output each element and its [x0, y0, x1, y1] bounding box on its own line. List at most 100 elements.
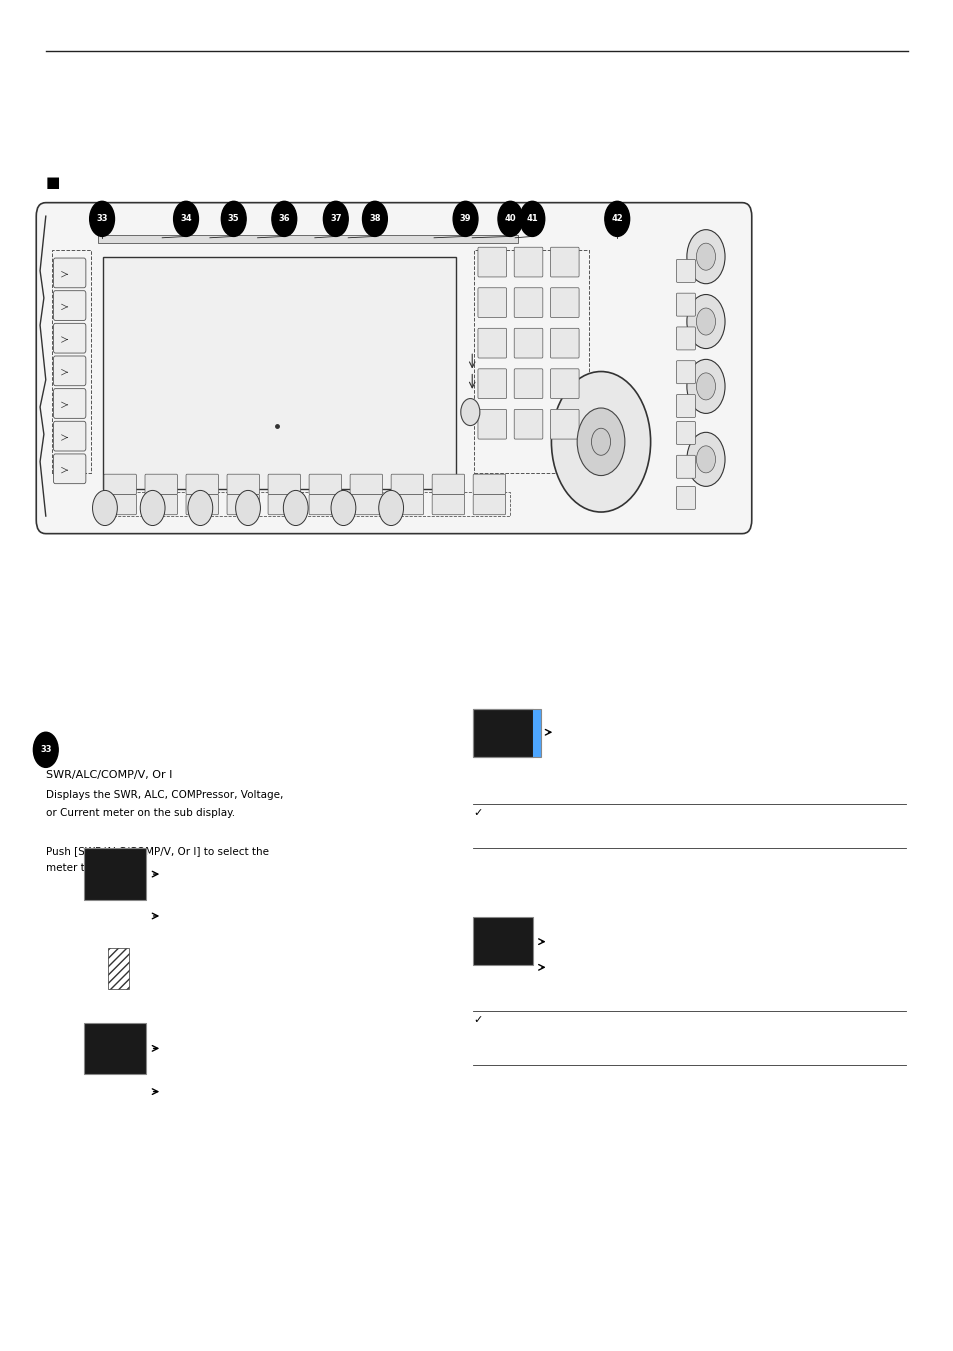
- Text: ■: ■: [46, 174, 60, 190]
- Circle shape: [696, 243, 715, 270]
- Text: or Current meter on the sub display.: or Current meter on the sub display.: [46, 808, 234, 817]
- Bar: [52, 250, 91, 473]
- Circle shape: [686, 295, 724, 349]
- Text: 40: 40: [504, 215, 516, 223]
- Circle shape: [173, 201, 198, 236]
- FancyBboxPatch shape: [309, 494, 341, 515]
- Text: 41: 41: [526, 215, 537, 223]
- FancyBboxPatch shape: [53, 290, 86, 320]
- Circle shape: [591, 428, 610, 455]
- Text: 35: 35: [228, 215, 239, 223]
- Text: ✓: ✓: [473, 808, 482, 817]
- Bar: [473, 709, 540, 757]
- Text: 34: 34: [180, 215, 192, 223]
- FancyBboxPatch shape: [676, 486, 695, 509]
- FancyBboxPatch shape: [676, 327, 695, 350]
- FancyBboxPatch shape: [268, 474, 300, 494]
- FancyBboxPatch shape: [473, 474, 505, 494]
- FancyBboxPatch shape: [550, 369, 578, 399]
- Text: ✓: ✓: [473, 1015, 482, 1024]
- FancyBboxPatch shape: [514, 409, 542, 439]
- Circle shape: [460, 399, 479, 426]
- Circle shape: [519, 201, 544, 236]
- FancyBboxPatch shape: [477, 369, 506, 399]
- FancyBboxPatch shape: [473, 494, 505, 515]
- FancyBboxPatch shape: [477, 409, 506, 439]
- FancyBboxPatch shape: [676, 293, 695, 316]
- Circle shape: [696, 373, 715, 400]
- Text: 37: 37: [330, 215, 341, 223]
- FancyBboxPatch shape: [53, 258, 86, 288]
- FancyBboxPatch shape: [477, 247, 506, 277]
- FancyBboxPatch shape: [350, 474, 382, 494]
- FancyBboxPatch shape: [391, 474, 423, 494]
- Circle shape: [283, 490, 308, 526]
- Circle shape: [453, 201, 477, 236]
- FancyBboxPatch shape: [550, 247, 578, 277]
- Circle shape: [362, 201, 387, 236]
- FancyBboxPatch shape: [514, 288, 542, 317]
- Text: 33: 33: [40, 746, 51, 754]
- Text: 33: 33: [96, 215, 108, 223]
- Bar: [533, 709, 540, 757]
- Circle shape: [497, 201, 522, 236]
- Circle shape: [604, 201, 629, 236]
- FancyBboxPatch shape: [514, 328, 542, 358]
- FancyBboxPatch shape: [309, 474, 341, 494]
- Bar: [84, 848, 146, 900]
- FancyBboxPatch shape: [550, 328, 578, 358]
- Circle shape: [378, 490, 403, 526]
- Circle shape: [140, 490, 165, 526]
- FancyBboxPatch shape: [227, 474, 259, 494]
- FancyBboxPatch shape: [104, 474, 136, 494]
- Text: 38: 38: [369, 215, 380, 223]
- FancyBboxPatch shape: [186, 474, 218, 494]
- Text: 39: 39: [459, 215, 471, 223]
- Text: 36: 36: [278, 215, 290, 223]
- Bar: [100, 492, 510, 516]
- Text: 42: 42: [611, 215, 622, 223]
- FancyBboxPatch shape: [432, 474, 464, 494]
- FancyBboxPatch shape: [53, 454, 86, 484]
- FancyBboxPatch shape: [550, 288, 578, 317]
- Bar: [98, 235, 517, 243]
- FancyBboxPatch shape: [53, 422, 86, 451]
- Text: Push [SWR/ALC/COMP/V, Or I] to select the: Push [SWR/ALC/COMP/V, Or I] to select th…: [46, 846, 269, 855]
- FancyBboxPatch shape: [186, 494, 218, 515]
- Circle shape: [272, 201, 296, 236]
- Circle shape: [92, 490, 117, 526]
- Circle shape: [90, 201, 114, 236]
- Bar: [84, 1023, 146, 1074]
- FancyBboxPatch shape: [268, 494, 300, 515]
- Bar: [108, 948, 129, 989]
- FancyBboxPatch shape: [145, 494, 177, 515]
- FancyBboxPatch shape: [104, 494, 136, 515]
- Bar: [473, 709, 533, 757]
- Bar: [474, 250, 588, 473]
- FancyBboxPatch shape: [676, 394, 695, 417]
- Bar: [473, 917, 533, 965]
- FancyBboxPatch shape: [477, 288, 506, 317]
- Text: SWR/ALC/COMP/V, Or I: SWR/ALC/COMP/V, Or I: [46, 770, 172, 780]
- FancyBboxPatch shape: [514, 369, 542, 399]
- Circle shape: [686, 432, 724, 486]
- Bar: [103, 257, 456, 489]
- Circle shape: [696, 446, 715, 473]
- FancyBboxPatch shape: [227, 494, 259, 515]
- FancyBboxPatch shape: [53, 389, 86, 419]
- Circle shape: [696, 308, 715, 335]
- FancyBboxPatch shape: [432, 494, 464, 515]
- FancyBboxPatch shape: [514, 247, 542, 277]
- FancyBboxPatch shape: [350, 494, 382, 515]
- FancyBboxPatch shape: [676, 422, 695, 444]
- FancyBboxPatch shape: [676, 259, 695, 282]
- FancyBboxPatch shape: [676, 455, 695, 478]
- FancyBboxPatch shape: [145, 474, 177, 494]
- FancyBboxPatch shape: [391, 494, 423, 515]
- Circle shape: [323, 201, 348, 236]
- FancyBboxPatch shape: [550, 409, 578, 439]
- FancyBboxPatch shape: [53, 355, 86, 386]
- Circle shape: [686, 359, 724, 413]
- Circle shape: [221, 201, 246, 236]
- Text: meter type.: meter type.: [46, 863, 107, 873]
